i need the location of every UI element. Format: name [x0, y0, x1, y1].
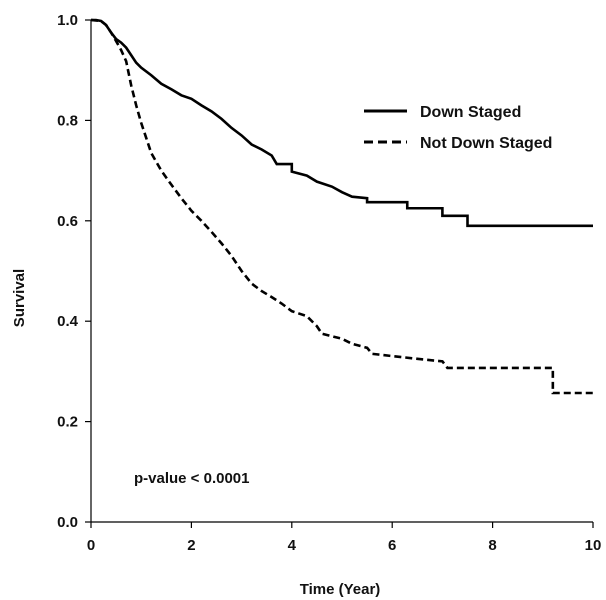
- series-line-down-staged: [91, 18, 593, 228]
- x-tick-label: 0: [87, 537, 95, 554]
- axes-layer: [90, 20, 593, 523]
- y-tick-label: 0.6: [57, 213, 78, 230]
- series-line-not-down-staged: [90, 18, 593, 395]
- x-tick-label: 8: [488, 537, 496, 554]
- x-tick-label: 10: [585, 537, 602, 554]
- x-axis-title: Time (Year): [300, 581, 381, 598]
- x-tick-label: 2: [187, 537, 195, 554]
- y-tick-label: 0.0: [57, 514, 78, 531]
- p-value-annotation: p-value < 0.0001: [134, 470, 250, 487]
- legend-label-down-staged: Down Staged: [420, 104, 521, 121]
- y-tick-label: 0.4: [57, 313, 79, 330]
- y-tick-label: 1.0: [57, 12, 78, 29]
- ticks-layer: 0.0 0.2 0.4 0.6 0.8 1.0 0 2 4 6 8 10: [57, 12, 601, 554]
- x-tick-label: 4: [288, 537, 297, 554]
- x-tick-label: 6: [388, 537, 396, 554]
- y-tick-label: 0.2: [57, 414, 78, 431]
- legend-label-not-down-staged: Not Down Staged: [420, 135, 552, 152]
- legend: Down Staged Not Down Staged: [364, 104, 552, 152]
- y-tick-label: 0.8: [57, 112, 78, 129]
- y-axis-title: Survival: [11, 269, 28, 327]
- series-layer: [90, 18, 593, 395]
